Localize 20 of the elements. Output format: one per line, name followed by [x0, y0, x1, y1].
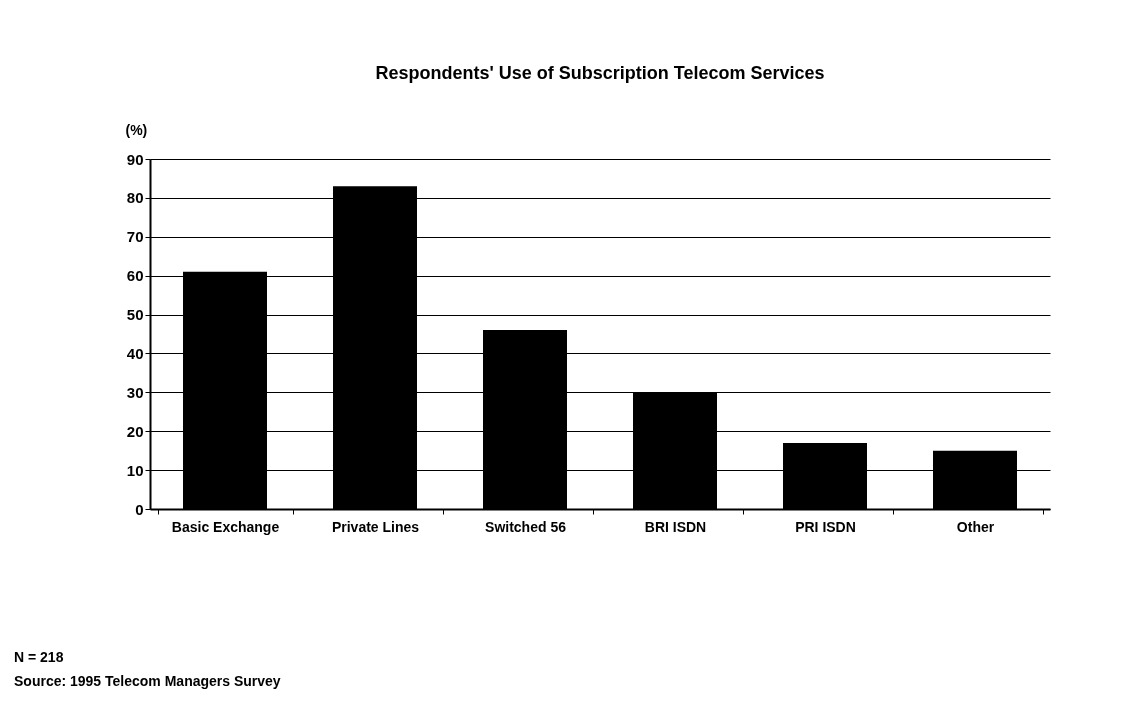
x-tick-label: Basic Exchange: [171, 518, 280, 535]
x-tick-label: Switched 56: [485, 518, 567, 535]
y-tick-label: 30: [126, 383, 144, 401]
y-tick-label: 10: [126, 461, 144, 479]
x-tick-label: Other: [956, 518, 995, 535]
x-tick-label: Private Lines: [331, 518, 420, 535]
text: N = 218: [14, 648, 65, 667]
y-tick-label: 70: [126, 228, 144, 246]
y-tick-label: 90: [126, 150, 144, 168]
chart-title: Respondents' Use of Subscription Telecom Services: [375, 63, 825, 83]
y-tick-label: 20: [126, 422, 144, 440]
x-tick-label: PRI ISDN: [795, 518, 856, 535]
y-axis-title: (%): [125, 121, 148, 138]
x-tick-label: BRI ISDN: [644, 518, 707, 535]
y-tick-label: 60: [126, 267, 144, 285]
y-tick-label: 80: [126, 189, 144, 207]
source-note: Source: 1995 Telecom Managers Survey: [14, 672, 281, 691]
y-tick-label: 40: [126, 344, 144, 362]
y-tick-label: 50: [126, 306, 144, 324]
y-tick-label: 0: [135, 500, 144, 518]
